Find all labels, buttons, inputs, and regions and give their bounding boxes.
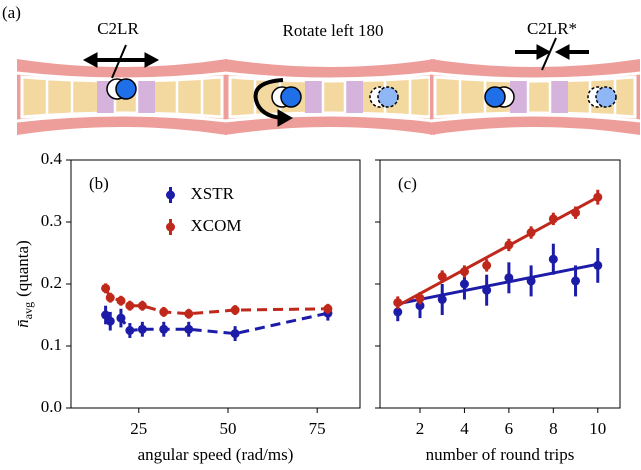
fit-line (397, 195, 599, 308)
step-label: Rotate left 180 (282, 21, 383, 40)
x-tick-label: 25 (130, 419, 147, 438)
x-tick-label: 2 (416, 419, 425, 438)
data-point (159, 324, 169, 334)
data-point (504, 273, 514, 283)
x-tick-label: 8 (549, 419, 558, 438)
data-point (101, 283, 111, 293)
data-point (393, 298, 403, 308)
data-point (116, 296, 126, 306)
x-tick-label: 50 (219, 419, 236, 438)
legend-label: XSTR (191, 184, 235, 203)
legend-marker (166, 190, 175, 200)
y-tick-label: 0.4 (41, 149, 63, 168)
data-point (105, 293, 115, 303)
y-tick-label: 0.1 (41, 335, 62, 354)
y-tick-label: 0.2 (41, 273, 62, 292)
data-point (593, 192, 603, 202)
fit-line (397, 262, 599, 306)
x-tick-label: 75 (309, 419, 326, 438)
data-point (125, 301, 135, 311)
data-point (459, 279, 469, 289)
data-point (571, 208, 581, 218)
data-point (105, 316, 115, 326)
data-point (116, 313, 126, 323)
data-point (323, 304, 333, 314)
arrows (82, 37, 589, 127)
x-tick-label: 10 (589, 419, 606, 438)
data-point (159, 307, 169, 317)
panel-label: (a) (2, 3, 21, 22)
data-point (548, 254, 558, 264)
data-point (415, 301, 425, 311)
data-point (593, 260, 603, 270)
data-point (101, 310, 111, 320)
x-tick-label: 6 (505, 419, 514, 438)
y-label-symbol: n̄ (13, 319, 32, 328)
y-label-unit: (quanta) (13, 240, 32, 297)
x-tick-label: 4 (460, 419, 469, 438)
data-point (184, 309, 194, 319)
data-point (415, 293, 425, 303)
ions (106, 78, 617, 108)
panel-label: (c) (398, 174, 417, 193)
data-point (571, 276, 581, 286)
data-point (137, 324, 147, 334)
data-point (125, 326, 135, 335)
data-point (526, 276, 536, 286)
y-tick-label: 0.0 (41, 397, 62, 416)
data-point (548, 214, 558, 224)
data-point (437, 295, 447, 304)
data-point (459, 267, 469, 277)
y-label-subscript: avg (21, 302, 35, 319)
series-line (104, 287, 328, 316)
data-point (437, 272, 447, 282)
data-point (482, 285, 492, 295)
step-label: C2LR* (527, 19, 577, 38)
data-point (184, 324, 194, 334)
data-point (137, 301, 147, 311)
legend-marker (166, 222, 175, 232)
y-tick-label: 0.3 (41, 211, 62, 230)
data-point (504, 240, 514, 250)
data-point (393, 307, 403, 317)
data-point (230, 305, 240, 315)
x-axis-label: number of round trips (426, 445, 575, 464)
legend-label: XCOM (191, 216, 242, 235)
data-point (482, 260, 492, 270)
data-point (526, 228, 536, 238)
data-point (230, 329, 240, 339)
panel-label: (b) (89, 174, 109, 193)
step-label: C2LR (97, 19, 139, 38)
x-axis-label: angular speed (rad/ms) (138, 445, 294, 464)
y-axis-label: n̄avg (quanta) (13, 240, 35, 327)
